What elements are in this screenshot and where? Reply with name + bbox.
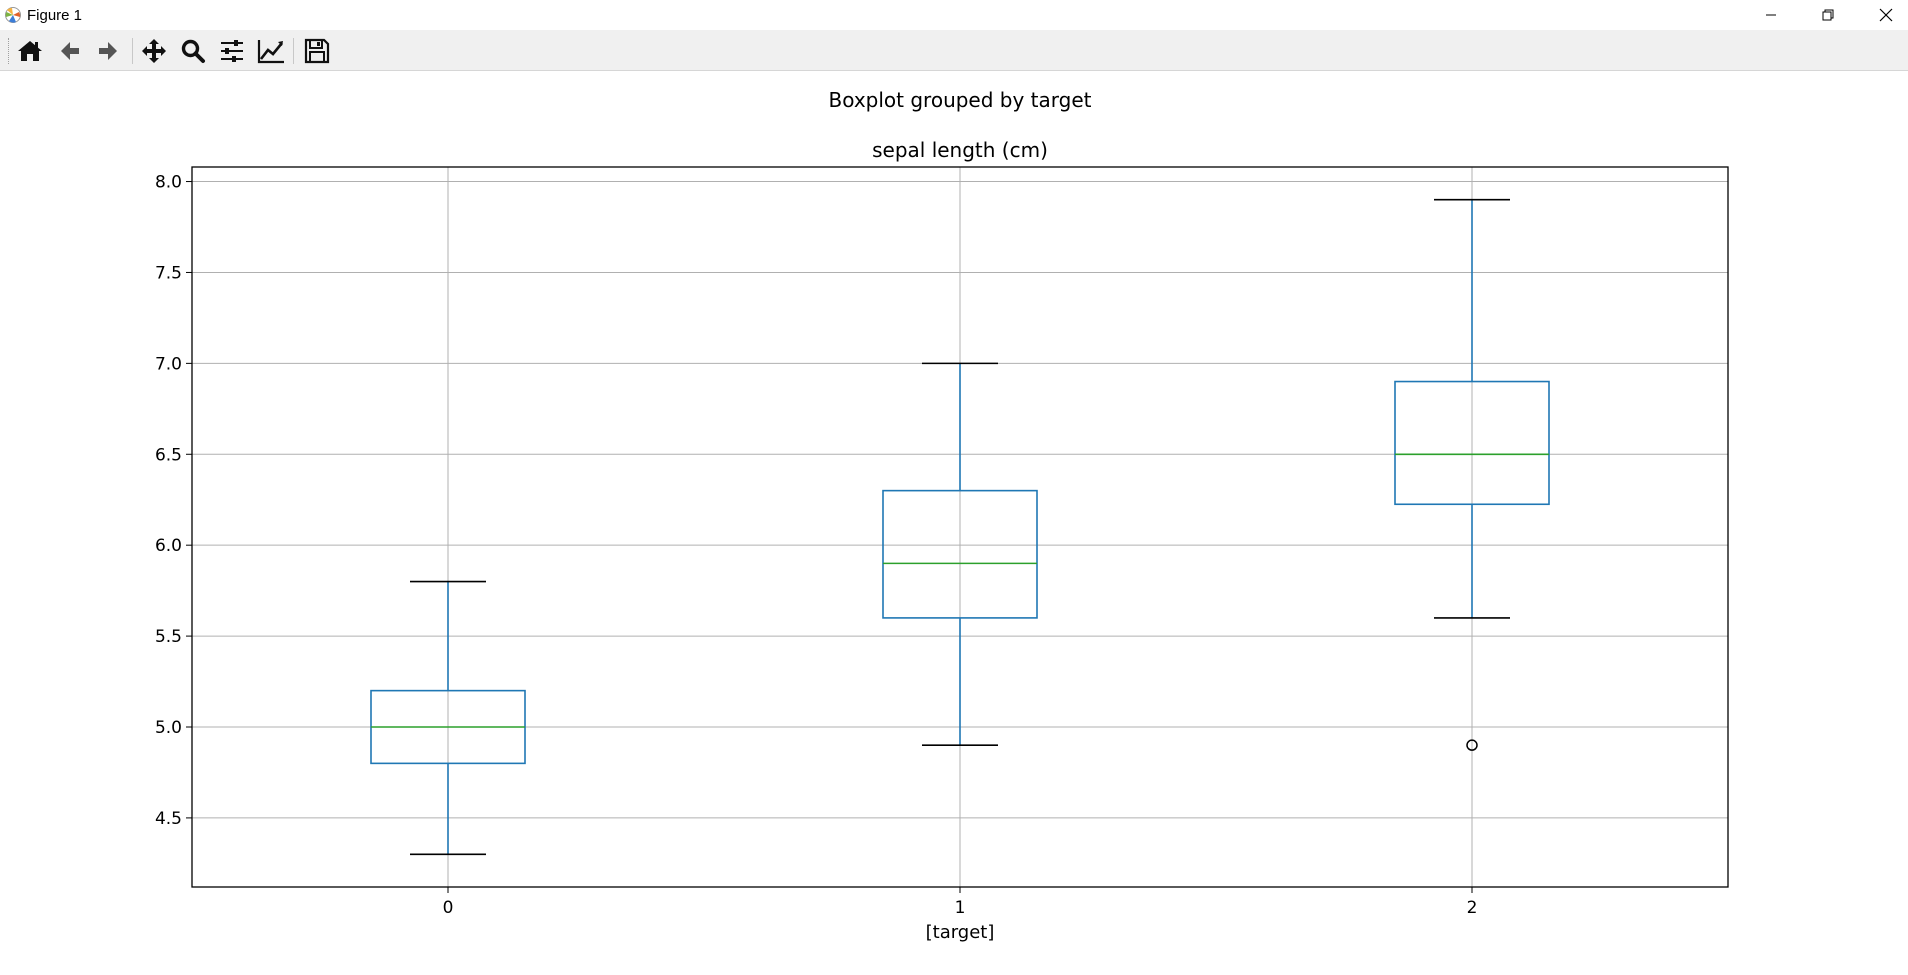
configure-subplots-button[interactable] xyxy=(216,35,248,67)
floppy-icon xyxy=(304,38,330,64)
outlier-point xyxy=(1466,739,1478,751)
box-group-1 xyxy=(882,362,1038,746)
close-icon xyxy=(1879,8,1893,22)
back-button[interactable] xyxy=(54,35,86,67)
toolbar-separator xyxy=(293,38,294,64)
y-tick-label: 5.5 xyxy=(155,627,182,647)
x-tick-label: 2 xyxy=(1467,898,1478,918)
boxplot-chart: Boxplot grouped by target sepal length (… xyxy=(155,88,1729,943)
arrow-right-icon xyxy=(99,42,117,60)
minimize-icon xyxy=(1766,14,1776,16)
magnifier-icon xyxy=(181,39,205,63)
toolbar-grip xyxy=(8,38,11,64)
maximize-button[interactable] xyxy=(1799,0,1857,30)
sliders-icon xyxy=(221,40,243,62)
save-button[interactable] xyxy=(301,35,333,67)
x-tick-label: 0 xyxy=(443,898,454,918)
box-group-0 xyxy=(370,580,526,856)
y-tick-label: 7.5 xyxy=(155,263,182,283)
box-group-2 xyxy=(1394,198,1550,751)
figure-canvas[interactable]: Boxplot grouped by target sepal length (… xyxy=(0,71,1908,971)
y-tick-label: 6.5 xyxy=(155,445,182,465)
y-tick-label: 8.0 xyxy=(155,173,182,193)
window-titlebar: Figure 1 xyxy=(0,0,1908,30)
navigation-toolbar xyxy=(0,30,1908,71)
grid-lines xyxy=(192,167,1728,887)
toolbar-separator xyxy=(132,38,133,64)
minimize-button[interactable] xyxy=(1742,0,1800,30)
zoom-button[interactable] xyxy=(177,35,209,67)
y-tick-label: 6.0 xyxy=(155,536,182,556)
maximize-icon xyxy=(1822,9,1834,21)
y-tick-label: 4.5 xyxy=(155,809,182,829)
arrow-left-icon xyxy=(61,42,79,60)
y-tick-label: 5.0 xyxy=(155,718,182,738)
home-icon xyxy=(18,41,42,61)
x-axis-label: [target] xyxy=(926,922,995,943)
move-icon xyxy=(142,39,166,63)
home-button[interactable] xyxy=(14,35,46,67)
window-title: Figure 1 xyxy=(27,7,83,24)
box-iqr xyxy=(882,489,1038,619)
boxes xyxy=(370,198,1550,856)
y-tick-label: 7.0 xyxy=(155,354,182,374)
axes-title: sepal length (cm) xyxy=(872,138,1048,162)
x-axis: 0 1 2 xyxy=(443,887,1478,918)
x-tick-label: 1 xyxy=(955,898,966,918)
axes-frame xyxy=(191,166,1729,888)
edit-axis-button[interactable] xyxy=(255,35,287,67)
y-axis: 4.5 5.0 5.5 6.0 6.5 7.0 7.5 8.0 xyxy=(155,173,192,829)
close-button[interactable] xyxy=(1857,0,1908,30)
forward-button[interactable] xyxy=(92,35,124,67)
figure-suptitle: Boxplot grouped by target xyxy=(828,88,1091,112)
pan-button[interactable] xyxy=(138,35,170,67)
line-chart-icon xyxy=(257,40,284,64)
matplotlib-icon xyxy=(5,7,21,23)
box-iqr xyxy=(1394,380,1550,506)
